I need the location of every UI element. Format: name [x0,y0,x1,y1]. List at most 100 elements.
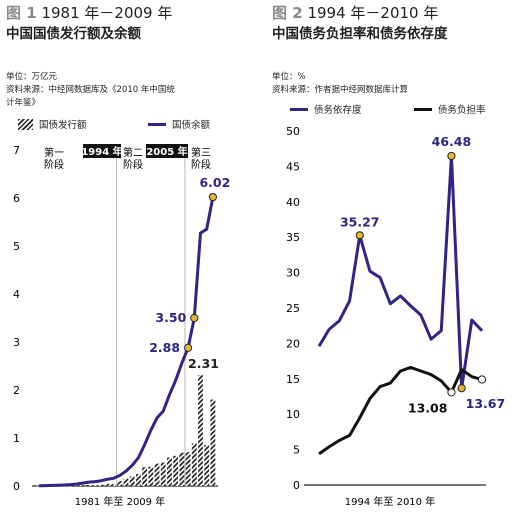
issuance-bar [142,467,148,486]
figure-2-title: 图 2 1994 年－2010 年 [272,2,438,23]
dependency-line [317,154,484,390]
phase-box-1994-text: 1994 年 [81,145,122,158]
figure-1-title-text: 1981 年－2009 年 [41,4,173,22]
issuance-bar [210,399,216,486]
phase-box-2005 [146,144,188,158]
figure-1-number: 图 1 [6,4,37,22]
issuance-bar [86,484,92,486]
phase-box-1994 [83,144,121,158]
phase-box-2005-text: 2005 年 [146,145,187,158]
y-tick-label: 6 [13,192,20,205]
figure-1-legend-line: 国债余额 [148,117,210,131]
figure-2-chart: 0 5 10 15 20 25 30 35 40 45 50 35.27 46.48 13.08 13.6… [286,125,506,508]
figure-1-subtitle: 中国国债发行额及余额 [6,26,141,42]
line-swatch-icon [414,107,432,111]
issuance-bar [104,483,110,486]
y-tick-label: 40 [286,196,300,209]
data-label: 2.88 [149,340,180,355]
y-tick-label: 0 [293,479,300,492]
issuance-bar [73,485,79,487]
phase2-label-line2: 阶段 [123,158,143,171]
issuance-bar [204,444,210,486]
balance-marker [208,192,217,202]
figure-2-legend-black: 债务负担率 [414,102,486,116]
series-marker [447,388,456,397]
y-tick-label: 35 [286,231,300,244]
issuance-bar [160,462,166,486]
figure-1-source-line1: 资料来源：中经网数据库及《2010 年中国统 [6,85,175,95]
y-tick-label: 0 [13,480,20,493]
phase1-label-line1: 第一 [44,146,64,159]
legend-black-label: 债务负担率 [438,105,486,116]
phase1-label-line2: 阶段 [44,158,64,171]
figure-2-panel: 图 2 1994 年－2010 年 中国债务负担率和债务依存度 单位：% 资料来… [266,0,525,515]
y-tick-label: 45 [286,160,300,173]
y-tick-label: 1 [13,432,20,445]
figure-2-number: 图 2 [272,4,303,22]
y-tick-label: 20 [286,337,300,350]
issuance-bar [36,485,42,487]
figure-1-unit: 单位：万亿元 [6,72,58,82]
data-label: 6.02 [199,175,230,190]
figure-2-subtitle: 中国债务负担率和债务依存度 [272,26,448,42]
figure-2-legend-purple: 债务依存度 [290,102,362,116]
phase3-label-line2: 阶段 [191,158,211,171]
issuance-bar [111,484,117,486]
issuance-bar [148,466,154,486]
issuance-bar [123,478,129,486]
issuance-bar [98,484,104,486]
y-tick-label: 15 [286,373,300,386]
figure-1-title: 图 1 1981 年－2009 年 [6,2,172,23]
data-label: 46.48 [432,134,472,149]
balance-marker [183,343,193,352]
y-tick-label: 50 [286,125,300,138]
issuance-bar [191,443,197,486]
issuance-bar [179,452,185,486]
phase3-label-line1: 第三 [191,146,211,159]
data-label: 35.27 [340,214,380,229]
figure-1-chart: 0 1 2 3 4 5 6 7 2.88 3.50 6.02 2.31 第一 阶段 1994 年 第… [13,144,230,508]
y-tick-label: 5 [293,444,300,457]
y-tick-label: 25 [286,302,300,315]
data-label: 13.08 [408,400,448,415]
issuance-bar [135,474,141,486]
issuance-bar [167,457,172,486]
issuance-bar [198,375,203,486]
line-swatch-icon [290,107,308,111]
figure-2-unit: 单位：% [272,72,306,82]
issuance-bar [185,452,191,486]
figure-2-xlabel: 1994 年至 2010 年 [345,495,435,508]
y-tick-label: 5 [13,240,20,253]
balance-marker [190,313,199,323]
figure-1-legend-bars: 国债发行额 [18,117,87,131]
burden-line [318,365,483,456]
figure-1-panel: 图 1 1981 年－2009 年 中国国债发行额及余额 单位：万亿元 资料来源… [0,0,262,515]
issuance-bar [129,476,135,486]
legend-purple-label: 债务依存度 [314,105,362,116]
figure-1-source-line2: 计年鉴》 [6,98,41,108]
data-label: 3.50 [155,310,186,325]
legend-line-label: 国债余额 [172,120,211,131]
figure-2-title-text: 1994 年－2010 年 [307,4,439,22]
data-label: 13.67 [466,396,506,411]
y-tick-label: 3 [13,336,20,349]
series-marker [355,231,364,240]
phase2-label-line1: 第二 [123,146,143,159]
balance-line [39,196,215,488]
y-tick-label: 30 [286,267,300,280]
series-marker [457,384,466,393]
line-swatch-icon [148,122,166,126]
y-tick-label: 10 [286,408,300,421]
hatch-swatch-icon [18,118,33,130]
series-marker [447,151,456,161]
legend-bars-label: 国债发行额 [39,120,87,131]
issuance-bar [154,463,160,486]
issuance-bar [117,481,123,486]
figure-1-xlabel: 1981 年至 2009 年 [75,495,165,508]
figure-2-source: 资料来源：作者据中经网数据库计算 [272,85,409,95]
y-tick-label: 4 [13,288,20,301]
series-marker [477,375,487,384]
issuance-bar [80,485,85,486]
data-label: 2.31 [188,356,219,371]
y-tick-label: 2 [13,384,20,397]
